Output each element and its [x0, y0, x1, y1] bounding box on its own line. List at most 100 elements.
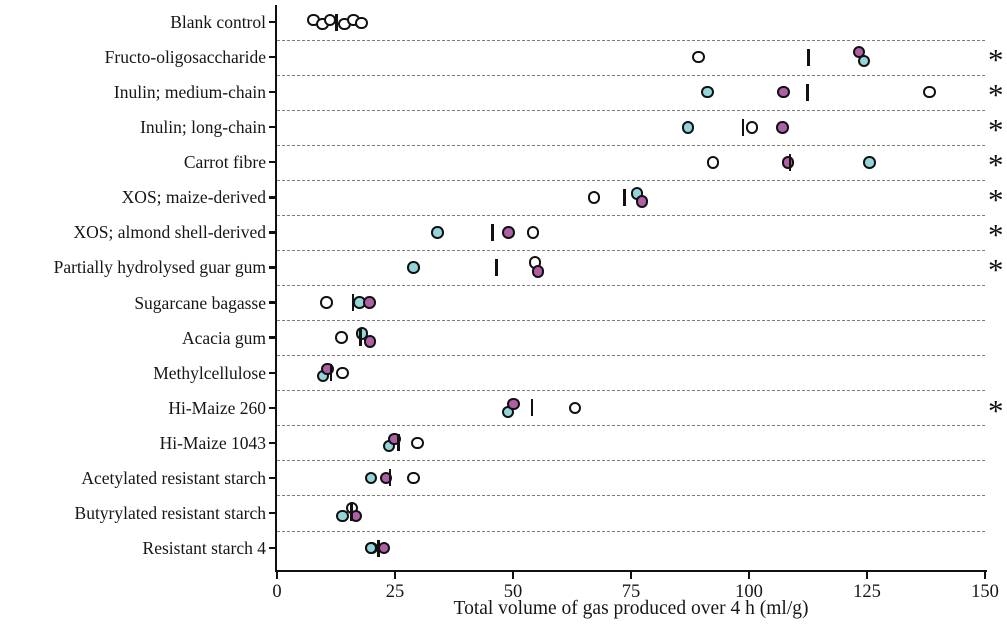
data-point-open: [923, 85, 936, 99]
row-label: Fructo-oligosaccharide: [104, 47, 266, 68]
row-separator: [277, 214, 985, 216]
y-tick: [269, 336, 277, 339]
data-point-open: [355, 16, 368, 30]
row-label: Methylcellulose: [153, 362, 266, 383]
significance-asterisk: *: [988, 392, 1004, 428]
data-point-pink: [363, 335, 377, 348]
row-separator: [277, 144, 985, 146]
data-point-pink: [781, 156, 795, 169]
row-label: Blank control: [170, 12, 266, 32]
median-line: [495, 258, 498, 276]
median-line: [530, 399, 534, 417]
row-separator: [277, 249, 985, 251]
data-point-teal: [364, 471, 378, 485]
y-axis-line: [274, 5, 277, 573]
data-point-pink: [502, 226, 515, 239]
data-point-open: [526, 226, 540, 239]
significance-asterisk: *: [988, 147, 1004, 183]
row-label: Acacia gum: [181, 327, 266, 348]
median-line: [351, 294, 355, 312]
median-line: [397, 434, 400, 452]
x-tick: [747, 572, 751, 580]
data-point-open: [411, 436, 424, 450]
data-point-open: [320, 296, 333, 309]
row-separator: [277, 425, 985, 427]
y-tick: [269, 301, 277, 304]
median-line: [806, 83, 809, 101]
data-point-open: [745, 121, 759, 134]
x-tick-label: 100: [735, 582, 763, 602]
row-label: Hi-Maize 260: [168, 397, 266, 418]
significance-asterisk: *: [988, 252, 1004, 288]
median-line: [335, 13, 338, 31]
y-tick: [269, 441, 277, 445]
x-tick-label: 25: [385, 582, 405, 602]
median-line: [623, 188, 626, 206]
median-line: [329, 364, 333, 382]
row-separator: [277, 460, 985, 462]
row-label: Inulin; long-chain: [140, 117, 266, 138]
y-tick: [269, 546, 277, 550]
data-point-pink: [377, 541, 391, 555]
significance-asterisk: *: [988, 77, 1004, 113]
row-label: XOS; maize-derived: [121, 187, 266, 208]
data-point-open: [706, 156, 720, 169]
data-point-teal: [857, 54, 871, 68]
row-label: Resistant starch 4: [142, 538, 266, 559]
x-axis-title: Total volume of gas produced over 4 h (m…: [453, 598, 809, 619]
y-tick: [269, 196, 277, 199]
median-line: [359, 329, 362, 347]
median-line: [741, 118, 745, 136]
data-point-teal: [431, 226, 444, 239]
data-point-teal: [681, 121, 695, 134]
data-point-open: [335, 331, 348, 344]
row-separator: [277, 109, 985, 111]
y-tick: [269, 126, 277, 129]
data-point-pink: [363, 296, 376, 309]
row-label: Hi-Maize 1043: [159, 432, 266, 453]
x-tick-label: 0: [272, 582, 282, 602]
row-separator: [277, 39, 985, 41]
y-tick: [269, 476, 277, 480]
row-separator: [277, 74, 985, 76]
data-point-pink: [777, 85, 790, 99]
row-label: Inulin; medium-chain: [113, 82, 266, 103]
data-point-teal: [701, 85, 714, 99]
x-tick-label: 125: [853, 582, 881, 602]
y-tick: [269, 231, 277, 234]
data-point-teal: [407, 261, 420, 274]
x-tick-label: 50: [503, 582, 523, 602]
median-line: [388, 469, 392, 487]
row-separator: [277, 355, 985, 357]
y-tick: [269, 90, 277, 94]
x-tick: [275, 572, 279, 580]
median-line: [377, 539, 380, 557]
row-separator: [277, 285, 985, 287]
x-tick: [629, 572, 633, 580]
median-line: [807, 48, 810, 66]
x-tick: [865, 572, 869, 580]
row-separator: [277, 530, 985, 532]
row-label: Butyrylated resistant starch: [74, 502, 266, 523]
data-point-open: [336, 366, 349, 379]
y-tick: [269, 20, 277, 24]
significance-asterisk: *: [988, 42, 1004, 78]
data-point-teal: [336, 509, 349, 523]
x-tick-label: 150: [971, 582, 999, 602]
y-tick: [269, 55, 277, 59]
y-tick: [269, 511, 277, 515]
row-label: Sugarcane bagasse: [134, 292, 266, 313]
data-point-pink: [635, 195, 649, 208]
median-line: [490, 223, 494, 241]
x-tick: [983, 572, 987, 580]
data-point-open: [568, 401, 582, 415]
data-point-open: [407, 471, 420, 485]
row-separator: [277, 495, 985, 497]
significance-asterisk: *: [988, 182, 1004, 218]
x-tick-label: 75: [621, 582, 641, 602]
median-line: [350, 504, 353, 522]
data-point-teal: [863, 156, 876, 169]
data-point-teal: [364, 541, 378, 555]
row-separator: [277, 320, 985, 322]
